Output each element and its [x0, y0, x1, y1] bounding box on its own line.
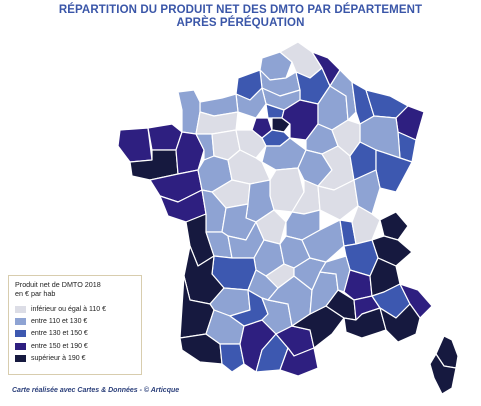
legend-title-line1: Produit net de DMTO 2018	[15, 280, 101, 289]
legend-item: supérieur à 190 €	[15, 353, 135, 365]
legend-item: inférieur ou égal à 110 €	[15, 303, 135, 315]
map-credit: Carte réalisée avec Cartes & Données - ©…	[12, 387, 180, 394]
dept-finistere	[117, 127, 153, 163]
dept-corse-du-sud	[429, 353, 457, 395]
legend-label: entre 110 et 130 €	[31, 318, 88, 326]
legend-title-line2: en € par hab	[15, 289, 56, 298]
map-title: RÉPARTITION DU PRODUIT NET DES DMTO PAR …	[58, 4, 423, 16]
legend-item: entre 130 et 150 €	[15, 328, 135, 340]
legend-item: entre 150 et 190 €	[15, 340, 135, 352]
dept-haute-savoie	[379, 211, 409, 241]
dept-var	[379, 303, 421, 343]
legend-label: entre 130 et 150 €	[31, 330, 88, 338]
legend-swatch	[15, 330, 26, 338]
legend-swatch	[15, 318, 26, 326]
dept-alpes-maritimes	[399, 283, 433, 319]
legend-swatch	[15, 355, 26, 363]
legend-label: supérieur à 190 €	[31, 355, 86, 363]
dept-hautes-pyrenees	[219, 343, 245, 373]
legend-label: entre 150 et 190 €	[31, 342, 88, 350]
legend-item: entre 110 et 130 €	[15, 315, 135, 327]
map-subtitle: APRÈS PÉRÉQUATION	[176, 17, 305, 29]
dept-creuse	[255, 209, 287, 245]
dept-paris	[271, 117, 291, 133]
legend-swatch	[15, 305, 26, 313]
legend-swatch	[15, 342, 26, 350]
map-legend: Produit net de DMTO 2018 en € par hab in…	[8, 275, 142, 375]
dept-ardeche	[319, 255, 351, 293]
legend-label: inférieur ou égal à 110 €	[31, 305, 106, 313]
legend-title: Produit net de DMTO 2018 en € par hab	[15, 280, 135, 298]
dept-jura	[353, 169, 381, 215]
